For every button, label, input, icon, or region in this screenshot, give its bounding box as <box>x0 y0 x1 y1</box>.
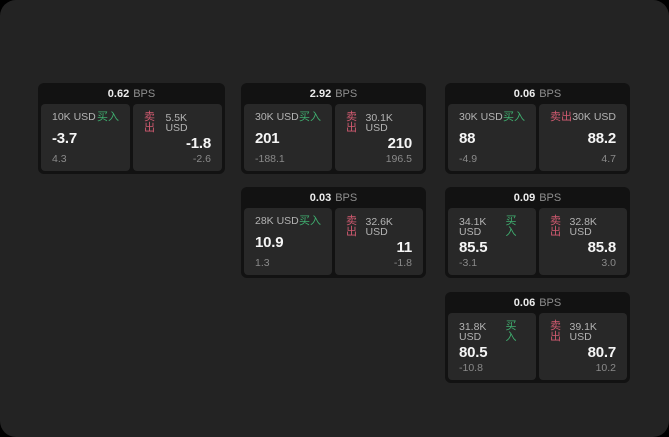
sell-price: -1.8 <box>185 135 211 153</box>
sell-delta: 196.5 <box>385 152 412 165</box>
sell-quote-tile[interactable]: 卖出 39.1K USD 80.7 10.2 <box>539 313 627 380</box>
buy-price: 80.5 <box>459 344 488 362</box>
bps-value: 0.06 <box>513 87 536 100</box>
bps-value: 0.62 <box>107 87 130 100</box>
sell-price: 210 <box>387 135 413 153</box>
sell-price: 88.2 <box>587 129 617 147</box>
quote-card: 0.03 BPS 28K USD 买入 10.9 1.3 卖出 32.6K US… <box>241 187 426 278</box>
bps-unit-label: BPS <box>539 296 562 309</box>
buy-quote-tile[interactable]: 28K USD 买入 10.9 1.3 <box>244 208 332 275</box>
bps-unit-label: BPS <box>335 191 358 204</box>
buy-amount-label: 31.8K USD <box>459 320 487 343</box>
quote-panels: 31.8K USD 买入 80.5 -10.8 卖出 39.1K USD 80.… <box>445 313 630 383</box>
sell-amount-label: 5.5K USD <box>165 111 188 134</box>
buy-price: -3.7 <box>52 129 78 147</box>
buy-amount-label: 30K USD <box>255 111 299 124</box>
buy-side-tag: 买入 <box>505 215 517 238</box>
sell-quote-tile[interactable]: 卖出 32.8K USD 85.8 3.0 <box>539 208 627 275</box>
sell-quote-tile[interactable]: 卖出 32.6K USD 11 -1.8 <box>335 208 423 275</box>
quote-panels: 28K USD 买入 10.9 1.3 卖出 32.6K USD 11 -1.8 <box>241 208 426 278</box>
sell-amount-label: 32.6K USD <box>365 215 393 238</box>
quote-card: 0.06 BPS 31.8K USD 买入 80.5 -10.8 卖出 39.1… <box>445 292 630 383</box>
sell-price: 85.8 <box>587 239 617 257</box>
sell-amount-label: 39.1K USD <box>569 320 597 343</box>
buy-delta: -4.9 <box>459 152 478 165</box>
quote-card: 0.06 BPS 30K USD 买入 88 -4.9 卖出 30K USD 8… <box>445 83 630 174</box>
buy-side-tag: 买入 <box>97 111 119 123</box>
buy-side-tag: 买入 <box>503 111 525 123</box>
bps-unit-label: BPS <box>133 87 156 100</box>
bps-header: 0.09 BPS <box>445 187 630 208</box>
sell-quote-tile[interactable]: 卖出 30.1K USD 210 196.5 <box>335 104 423 171</box>
quote-panels: 30K USD 买入 88 -4.9 卖出 30K USD 88.2 4.7 <box>445 104 630 174</box>
buy-quote-tile[interactable]: 31.8K USD 买入 80.5 -10.8 <box>448 313 536 380</box>
bps-header: 0.06 BPS <box>445 292 630 313</box>
buy-price: 201 <box>255 129 280 147</box>
sell-side-tag: 卖出 <box>550 111 572 123</box>
buy-quote-tile[interactable]: 30K USD 买入 201 -188.1 <box>244 104 332 171</box>
quote-card: 0.62 BPS 10K USD 买入 -3.7 4.3 卖出 5.5K USD… <box>38 83 225 174</box>
sell-side-tag: 卖出 <box>144 111 155 134</box>
buy-delta: 1.3 <box>255 256 270 269</box>
quote-card: 2.92 BPS 30K USD 买入 201 -188.1 卖出 30.1K … <box>241 83 426 174</box>
quote-panels: 10K USD 买入 -3.7 4.3 卖出 5.5K USD -1.8 -2.… <box>38 104 225 174</box>
bps-unit-label: BPS <box>539 191 562 204</box>
bps-value: 0.06 <box>513 296 536 309</box>
buy-side-tag: 买入 <box>299 215 321 227</box>
buy-amount-label: 10K USD <box>52 111 96 124</box>
buy-quote-tile[interactable]: 10K USD 买入 -3.7 4.3 <box>41 104 130 171</box>
sell-side-tag: 卖出 <box>346 215 357 238</box>
sell-delta: -1.8 <box>393 256 412 269</box>
sell-side-tag: 卖出 <box>550 320 561 343</box>
buy-quote-tile[interactable]: 30K USD 买入 88 -4.9 <box>448 104 536 171</box>
quote-panels: 30K USD 买入 201 -188.1 卖出 30.1K USD 210 1… <box>241 104 426 174</box>
sell-side-tag: 卖出 <box>550 215 561 238</box>
bps-value: 0.03 <box>309 191 332 204</box>
bps-value: 2.92 <box>309 87 332 100</box>
sell-quote-tile[interactable]: 卖出 5.5K USD -1.8 -2.6 <box>133 104 222 171</box>
buy-side-tag: 买入 <box>505 320 517 343</box>
sell-delta: 10.2 <box>595 361 616 374</box>
buy-delta: -188.1 <box>255 152 285 165</box>
bps-header: 0.03 BPS <box>241 187 426 208</box>
sell-price: 11 <box>396 239 413 257</box>
buy-amount-label: 34.1K USD <box>459 215 487 238</box>
bps-unit-label: BPS <box>335 87 358 100</box>
buy-delta: -10.8 <box>459 361 483 374</box>
buy-amount-label: 28K USD <box>255 215 299 228</box>
buy-price: 85.5 <box>459 239 488 257</box>
sell-side-tag: 卖出 <box>346 111 357 134</box>
bps-value: 0.09 <box>513 191 536 204</box>
sell-delta: 4.7 <box>601 152 616 165</box>
sell-amount-label: 30.1K USD <box>365 111 393 134</box>
buy-price: 10.9 <box>255 233 284 251</box>
sell-quote-tile[interactable]: 卖出 30K USD 88.2 4.7 <box>539 104 627 171</box>
quote-panels: 34.1K USD 买入 85.5 -3.1 卖出 32.8K USD 85.8… <box>445 208 630 278</box>
buy-price: 88 <box>459 129 476 147</box>
buy-quote-tile[interactable]: 34.1K USD 买入 85.5 -3.1 <box>448 208 536 275</box>
sell-delta: 3.0 <box>601 256 616 269</box>
buy-delta: -3.1 <box>459 256 478 269</box>
sell-amount-label: 32.8K USD <box>569 215 597 238</box>
sell-delta: -2.6 <box>192 152 211 165</box>
buy-side-tag: 买入 <box>299 111 321 123</box>
bps-header: 0.06 BPS <box>445 83 630 104</box>
buy-amount-label: 30K USD <box>459 111 503 124</box>
buy-delta: 4.3 <box>52 152 67 165</box>
sell-amount-label: 30K USD <box>572 111 616 124</box>
quote-card: 0.09 BPS 34.1K USD 买入 85.5 -3.1 卖出 32.8K… <box>445 187 630 278</box>
sell-price: 80.7 <box>587 344 617 362</box>
bps-header: 0.62 BPS <box>38 83 225 104</box>
bps-header: 2.92 BPS <box>241 83 426 104</box>
bps-unit-label: BPS <box>539 87 562 100</box>
